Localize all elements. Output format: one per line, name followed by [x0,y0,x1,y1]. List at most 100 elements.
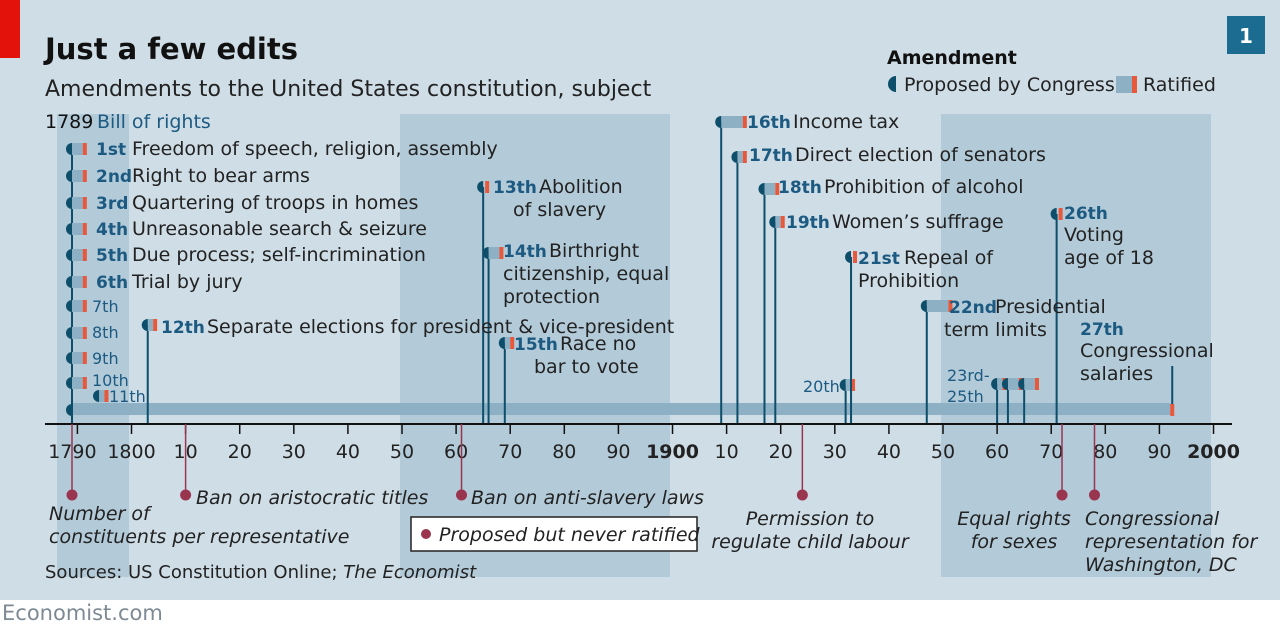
proposed-marker-27th [66,404,72,416]
x-tick-label-1990: 90 [1147,441,1171,463]
ratified-marker-27th [1170,404,1175,416]
amendment-label-14th-line1: Birthright [549,240,639,262]
amendment-label-15th-line1: Race no [560,333,636,355]
shaded-band-2 [400,114,670,577]
x-tick-label-1830: 30 [282,441,306,463]
grouped-label-line1: 23rd- [947,366,990,385]
span-25th [1024,378,1035,390]
x-tick-label-1970: 70 [1039,441,1063,463]
never-ratified-label-1-line1: Number of [49,503,153,525]
amendment-label-19th: Women’s suffrage [832,211,1004,233]
x-tick-label-1910: 10 [715,441,739,463]
span-19th [775,216,781,228]
amendment-label-22nd-line2: term limits [944,319,1047,341]
amendment-number-16th: 16th [747,113,791,133]
amendment-number-19th: 19th [786,213,830,233]
amendment-number-22nd: 22nd [949,298,997,318]
source-italic: The Economist [343,562,477,583]
proposed-marker-2nd [66,170,72,182]
chart-subtitle: Amendments to the United States constitu… [45,77,652,102]
ratified-marker-14th [499,247,504,259]
ratified-marker-22nd [948,300,953,312]
proposed-marker-23rd [991,378,998,390]
legend-proposed-marker [888,76,896,92]
legend-ratified-label: Ratified [1143,74,1216,96]
amendment-number-7th: 7th [92,297,119,316]
amendment-label-16th: Income tax [793,111,899,133]
amendment-label-3rd: Quartering of troops in homes [132,192,418,214]
proposed-marker-13th [477,181,484,193]
span-10th [72,377,83,389]
x-tick-label-1840: 40 [336,441,360,463]
span-16th [721,116,743,128]
amendment-number-4th: 4th [96,220,128,240]
source-note: Sources: US Constitution Online; The Eco… [45,562,477,583]
span-27th [72,403,1171,415]
proposed-marker-18th [758,183,765,195]
amendment-label-13th-line2: of slavery [513,199,606,221]
amendment-label-13th-line1: Abolition [539,176,623,198]
amendment-label-21st-line2: Prohibition [858,270,959,292]
proposed-marker-1st [66,143,72,155]
amendment-number-20th: 20th [803,377,840,396]
proposed-marker-11th [93,390,100,402]
span-18th [764,183,776,195]
proposed-marker-8th [66,327,72,339]
ratified-marker-12th [153,319,158,331]
never-ratified-label-6-line2: representation for [1085,531,1259,553]
proposed-marker-3rd [66,197,72,209]
span-8th [72,327,83,339]
ratified-marker-11th [104,390,109,402]
amendment-number-12th: 12th [161,318,205,338]
amendment-label-4th: Unreasonable search & seizure [132,218,427,240]
proposed-marker-25th [1018,378,1025,390]
amendment-label-27th-line2: salaries [1080,363,1153,385]
group-label-text: Bill of rights [97,111,211,133]
amendment-label-27th-line1: Congressional [1080,340,1214,362]
x-tick-label-1800: 1800 [107,441,155,463]
never-ratified-label-4-line1: Permission to [746,508,875,530]
shaded-band-3 [941,114,1211,577]
footer: Economist.com [0,600,1280,634]
proposed-marker-19th [769,216,776,228]
amendment-number-5th: 5th [96,246,128,266]
ratified-marker-13th [485,181,490,193]
ratified-marker-10th [82,377,87,389]
x-tick-label-1940: 40 [877,441,901,463]
never-ratified-legend-dot [421,529,431,539]
chart-title: Just a few edits [43,32,298,66]
never-ratified-dot-2 [180,489,192,501]
amendment-number-27th: 27th [1080,320,1124,340]
x-tick-label-2000: 2000 [1187,441,1240,463]
amendment-number-21st: 21st [858,249,900,269]
amendment-number-8th: 8th [92,323,119,342]
span-5th [72,249,83,261]
ratified-marker-9th [82,352,87,364]
span-23rd [997,378,1003,390]
ratified-marker-8th [82,327,87,339]
amendment-number-10th: 10th [92,371,129,390]
chart-canvas: 1st Freedom of speech, religion, assembly… [0,0,1280,600]
chart-number-badge [1227,16,1265,54]
amendment-number-3rd: 3rd [96,194,128,214]
amendment-label-26th-line2: age of 18 [1064,247,1154,269]
amendment-label-1st: Freedom of speech, religion, assembly [132,138,498,160]
never-ratified-legend-box [410,516,698,552]
span-7th [72,300,83,312]
amendment-number-17th: 17th [749,146,793,166]
never-ratified-dot-4 [796,489,808,501]
proposed-marker-24th [1001,378,1008,390]
never-ratified-label-5-line1: Equal rights [957,508,1071,530]
x-tick-label-1950: 50 [931,441,955,463]
x-tick-label-1930: 30 [823,441,847,463]
ratified-marker-2nd [82,170,87,182]
ratified-marker-6th [82,276,87,288]
proposed-marker-7th [66,300,72,312]
span-17th [737,151,743,163]
amendment-label-6th: Trial by jury [131,271,243,293]
amendment-label-14th-line2: citizenship, equal [503,263,669,285]
never-ratified-label-2-line1: Ban on aristocratic titles [196,487,428,509]
ratified-marker-5th [82,249,87,261]
proposed-marker-9th [66,352,72,364]
never-ratified-label-5-line2: for sexes [971,531,1058,553]
